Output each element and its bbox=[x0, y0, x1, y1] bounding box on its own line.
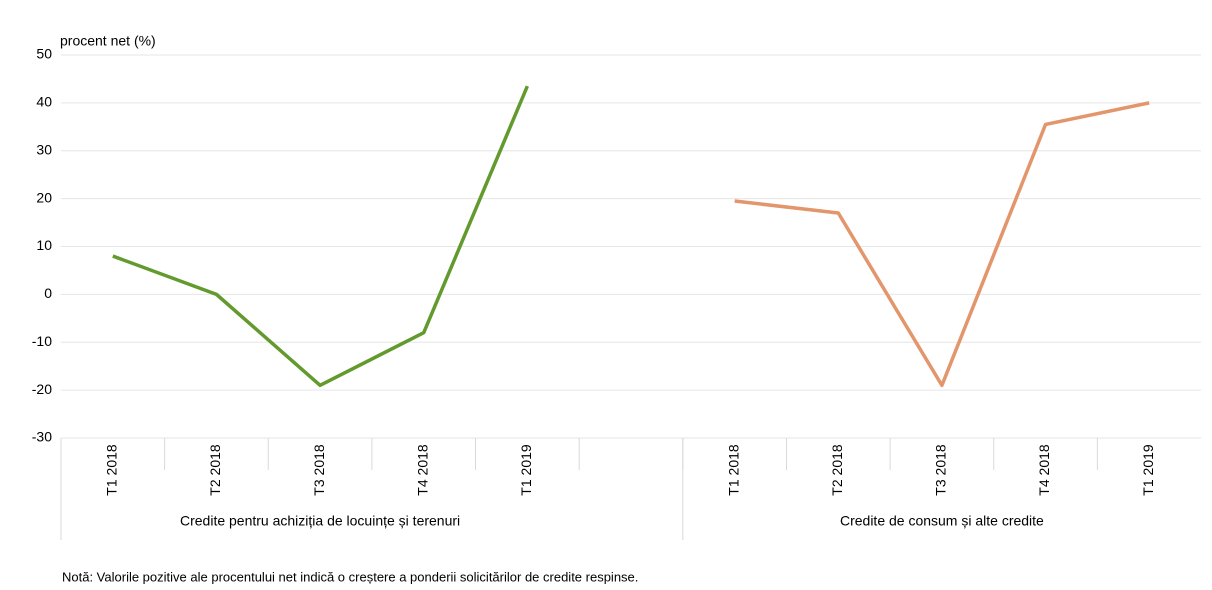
x-tick-label: T1 2018 bbox=[725, 444, 741, 496]
y-tick-label: 10 bbox=[36, 237, 52, 253]
note: Notă: Valorile pozitive ale procentului … bbox=[62, 569, 638, 584]
x-tick-label: T1 2019 bbox=[518, 444, 534, 496]
y-tick-label: 50 bbox=[36, 46, 52, 62]
x-tick-label: T1 2019 bbox=[1140, 444, 1156, 496]
group-label: Credite de consum și alte credite bbox=[840, 513, 1044, 529]
series-line bbox=[112, 85, 529, 388]
x-tick-label: T1 2018 bbox=[104, 444, 120, 496]
x-tick-label: T4 2018 bbox=[1036, 444, 1052, 496]
x-tick-label: T3 2018 bbox=[311, 444, 327, 496]
y-tick-label: 0 bbox=[44, 285, 52, 301]
x-tick-label: T2 2018 bbox=[829, 444, 845, 496]
y-tick-label: 30 bbox=[36, 141, 52, 157]
group-label: Credite pentru achiziția de locuințe și … bbox=[180, 513, 460, 529]
x-tick-label: T3 2018 bbox=[933, 444, 949, 496]
x-tick-label: T4 2018 bbox=[414, 444, 430, 496]
series-line bbox=[734, 101, 1150, 388]
y-tick-label: -10 bbox=[32, 333, 52, 349]
y-tick-label: -20 bbox=[32, 381, 52, 397]
y-axis-label: procent net (%) bbox=[60, 33, 156, 49]
x-tick-label: T2 2018 bbox=[207, 444, 223, 496]
y-tick-label: 20 bbox=[36, 189, 52, 205]
y-tick-label: 40 bbox=[36, 94, 52, 110]
y-tick-label: -30 bbox=[32, 429, 52, 445]
